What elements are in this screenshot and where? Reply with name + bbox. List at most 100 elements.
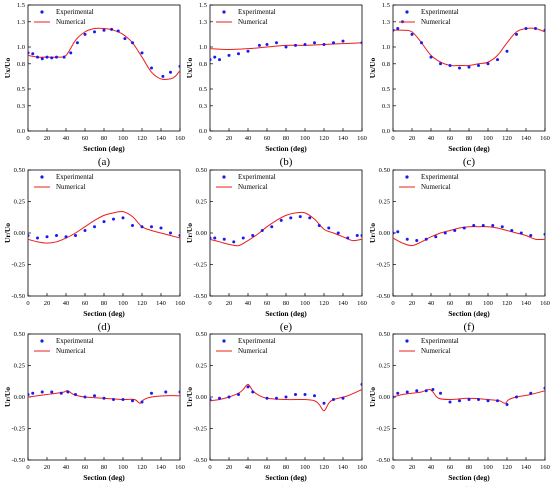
y-tick-label: 0.0 — [17, 128, 25, 135]
y-tick-label: -0.50 — [11, 457, 25, 464]
experimental-point — [410, 32, 414, 36]
y-tick-label: -0.25 — [11, 426, 25, 433]
experimental-point — [31, 391, 35, 395]
experimental-point — [116, 29, 120, 33]
experimental-point — [360, 382, 362, 386]
legend-experimental-marker — [40, 10, 44, 14]
chart-panel-6: 0 20 40 60 80 100 120 140 160 -0.50 -0.25 0.00 0.25 0… — [368, 167, 550, 333]
y-tick-label: 0.3 — [199, 103, 207, 110]
experimental-point — [150, 225, 153, 229]
experimental-point — [289, 216, 293, 220]
y-tick-label: 1.3 — [199, 19, 207, 26]
numerical-line — [28, 210, 180, 244]
y-tick-label: 0.25 — [14, 199, 25, 206]
plot-frame — [27, 169, 181, 297]
y-tick-label: -0.25 — [193, 426, 207, 433]
experimental-point — [284, 395, 288, 399]
panel-label: (c) — [463, 156, 476, 168]
x-tick-label: 0 — [391, 464, 394, 471]
panel-label: (e) — [280, 321, 293, 333]
experimental-point — [313, 41, 316, 45]
experimental-point — [75, 41, 79, 45]
experimental-point — [140, 400, 144, 404]
x-tick-label: 40 — [63, 300, 70, 307]
x-tick-label: 160 — [357, 464, 367, 471]
legend-experimental-label: Experimental — [238, 173, 276, 181]
experimental-point — [486, 399, 490, 403]
chart-panel-4: 0 20 40 60 80 100 120 140 160 -0.50 -0.25 0.00 0.25 0… — [3, 167, 185, 333]
legend-numerical-label: Numerical — [56, 18, 86, 26]
x-tick-label: 20 — [44, 135, 51, 142]
experimental-point — [270, 225, 274, 229]
panel-label: (b) — [280, 156, 293, 168]
y-tick-label: -0.50 — [376, 293, 390, 300]
y-tick-label: 1.0 — [199, 44, 207, 51]
y-tick-label: 0.0 — [382, 128, 390, 135]
experimental-point — [439, 62, 442, 66]
x-tick-label: 40 — [63, 135, 70, 142]
experimental-point — [317, 223, 321, 227]
x-tick-label: 100 — [300, 135, 310, 142]
chart-panel-2: 0 20 40 60 80 100 120 140 160 0.0 0.3 0.5 0.8 1.0 1.3 1… — [185, 2, 367, 168]
x-tick-label: 120 — [319, 300, 329, 307]
y-tick-label: 0.8 — [382, 61, 390, 68]
experimental-point — [341, 396, 345, 400]
experimental-point — [393, 231, 395, 235]
experimental-point — [415, 389, 419, 393]
plot-area — [393, 386, 545, 407]
legend-experimental-label: Experimental — [56, 173, 94, 181]
x-tick-label: 80 — [101, 300, 108, 307]
experimental-point — [327, 226, 331, 230]
x-tick-label: 140 — [521, 135, 531, 142]
y-tick-label: 0.5 — [382, 86, 390, 93]
y-axis-label: Ur/Uo — [3, 387, 12, 407]
x-tick-label: 20 — [44, 300, 51, 307]
experimental-point — [45, 235, 49, 239]
x-tick-label: 140 — [338, 464, 348, 471]
experimental-point — [284, 45, 288, 49]
y-axis-label: Ur/Uo — [185, 223, 194, 243]
plot-area — [210, 39, 362, 62]
experimental-point — [303, 42, 307, 46]
x-tick-label: 40 — [245, 464, 252, 471]
chart-panel-1: 0 20 40 60 80 100 120 140 160 0.0 0.3 0.5 0.8 1.0 1.3 1… — [3, 2, 185, 168]
x-tick-label: 160 — [540, 300, 550, 307]
experimental-point — [83, 228, 87, 232]
experimental-point — [322, 42, 326, 46]
experimental-point — [131, 41, 134, 45]
y-tick-label: 0.25 — [196, 199, 207, 206]
y-axis-label: Ur/Uo — [185, 387, 194, 407]
experimental-point — [519, 231, 523, 235]
experimental-point — [28, 51, 30, 55]
legend-experimental-marker — [405, 10, 409, 14]
y-tick-label: 0.25 — [379, 199, 390, 206]
experimental-point — [346, 236, 350, 240]
x-tick-label: 40 — [428, 464, 435, 471]
y-axis-label: Ux/Uo — [185, 58, 194, 79]
y-tick-label: 0.00 — [379, 394, 390, 401]
y-tick-label: 0.00 — [379, 230, 390, 237]
experimental-point — [237, 52, 240, 56]
experimental-point — [159, 226, 163, 230]
experimental-point — [491, 223, 495, 227]
x-tick-label: 120 — [319, 135, 329, 142]
y-tick-label: -0.25 — [193, 262, 207, 269]
x-tick-label: 100 — [483, 464, 493, 471]
experimental-point — [251, 390, 255, 394]
experimental-point — [150, 66, 153, 70]
experimental-point — [431, 387, 435, 391]
legend-experimental-marker — [405, 175, 409, 179]
x-tick-label: 40 — [245, 300, 252, 307]
x-tick-label: 100 — [483, 300, 493, 307]
experimental-point — [237, 392, 240, 396]
y-tick-label: -0.25 — [376, 262, 390, 269]
x-tick-label: 0 — [26, 135, 29, 142]
y-tick-label: -0.50 — [193, 457, 207, 464]
experimental-point — [529, 391, 533, 395]
x-tick-label: 80 — [101, 135, 108, 142]
experimental-point — [332, 398, 335, 402]
x-tick-label: 20 — [226, 300, 233, 307]
legend-numerical-label: Numerical — [421, 183, 451, 191]
numerical-line — [393, 226, 545, 247]
legend-experimental-marker — [40, 339, 44, 343]
